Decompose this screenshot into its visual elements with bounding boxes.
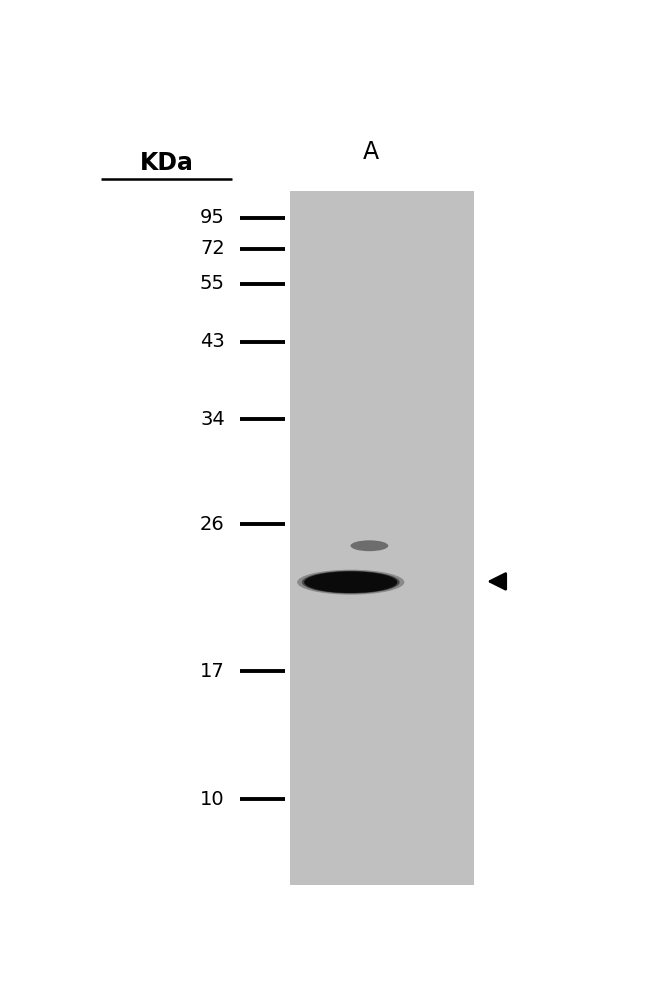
Text: A: A [363,140,379,164]
Text: 34: 34 [200,410,225,429]
Ellipse shape [302,571,400,593]
Text: 43: 43 [200,332,225,351]
Text: 26: 26 [200,515,225,534]
Ellipse shape [350,541,388,551]
Bar [291,190,474,884]
Text: 10: 10 [200,789,225,809]
Ellipse shape [309,572,393,592]
Text: 55: 55 [200,274,225,293]
Ellipse shape [297,570,404,595]
Text: 95: 95 [200,208,225,228]
Ellipse shape [304,571,397,593]
Text: KDa: KDa [140,151,194,175]
Text: 17: 17 [200,662,225,681]
Text: 72: 72 [200,240,225,258]
